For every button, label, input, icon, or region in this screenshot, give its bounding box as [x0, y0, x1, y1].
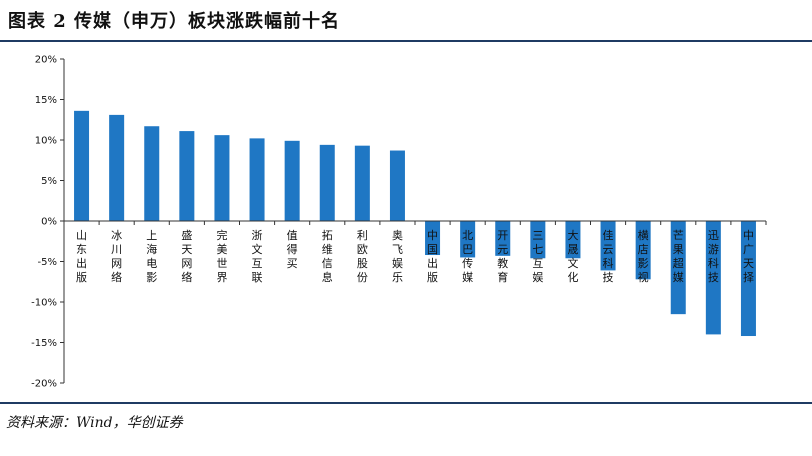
bar	[740, 221, 756, 337]
category-label: 北巴传媒	[462, 229, 473, 284]
bar	[460, 221, 476, 258]
category-label: 三七互娱	[532, 229, 543, 284]
category-label: 拓维信息	[322, 228, 333, 284]
category-label: 佳云科技	[603, 228, 614, 284]
category-label: 迅游科技	[708, 229, 719, 284]
y-tick-label: -10%	[31, 298, 57, 309]
category-label: 浙文互联	[252, 229, 263, 284]
category-label: 山东出版	[76, 229, 87, 284]
bar	[179, 131, 195, 221]
category-label: 奥飞娱乐	[392, 228, 403, 284]
bar	[425, 221, 441, 256]
category-label: 上海电影	[146, 229, 157, 284]
bar	[635, 221, 651, 280]
bar	[109, 114, 125, 221]
bar	[389, 150, 405, 221]
y-tick-label: 10%	[35, 136, 57, 147]
category-label: 完美世界	[216, 228, 227, 284]
bar-chart: 20% 15% 10% 5% 0% -5% -10% -15% -20% 山东出版 冰川网络 上海电影…	[31, 55, 767, 390]
figure-footer: 资料来源：Wind，华创证券	[0, 402, 812, 456]
category-label: 中国出版	[427, 229, 438, 284]
category-label: 冰川网络	[111, 229, 122, 284]
category-label: 大晟文化	[567, 228, 578, 284]
category-label: 值得买	[287, 229, 298, 270]
figure-title: 图表 2 传媒（申万）板块涨跌幅前十名	[8, 11, 341, 32]
bar	[600, 221, 616, 271]
y-tick-label: 20%	[35, 55, 57, 66]
bar	[705, 221, 721, 335]
bar	[319, 144, 335, 221]
bar	[530, 221, 546, 259]
y-tick-label: 15%	[35, 95, 57, 106]
category-label: 横店影视	[638, 228, 649, 284]
bar	[565, 221, 581, 259]
y-tick-label: -15%	[31, 338, 57, 349]
category-label: 中广天择	[743, 229, 754, 284]
figure-header: 图表 2 传媒（申万）板块涨跌幅前十名	[0, 0, 812, 42]
category-label: 芒果超媒	[673, 229, 684, 284]
category-label: 利欧股份	[357, 229, 368, 284]
y-tick-label: -5%	[38, 257, 57, 268]
y-tick-label: -20%	[31, 379, 57, 390]
y-tick-label: 5%	[41, 176, 57, 187]
bar	[670, 221, 686, 315]
bar	[74, 110, 90, 221]
bar	[144, 126, 160, 221]
bar	[495, 221, 511, 256]
source-note: 资料来源：Wind，华创证券	[6, 415, 183, 431]
bar	[214, 135, 230, 221]
bar	[249, 138, 265, 221]
bar	[354, 145, 370, 221]
category-label: 盛天网络	[181, 228, 192, 284]
chart-container: 20% 15% 10% 5% 0% -5% -10% -15% -20% 山东出版 冰川网络 上海电影…	[0, 44, 812, 402]
category-label: 开元教育	[497, 229, 508, 284]
bar	[284, 140, 300, 221]
y-tick-label: 0%	[41, 217, 57, 228]
